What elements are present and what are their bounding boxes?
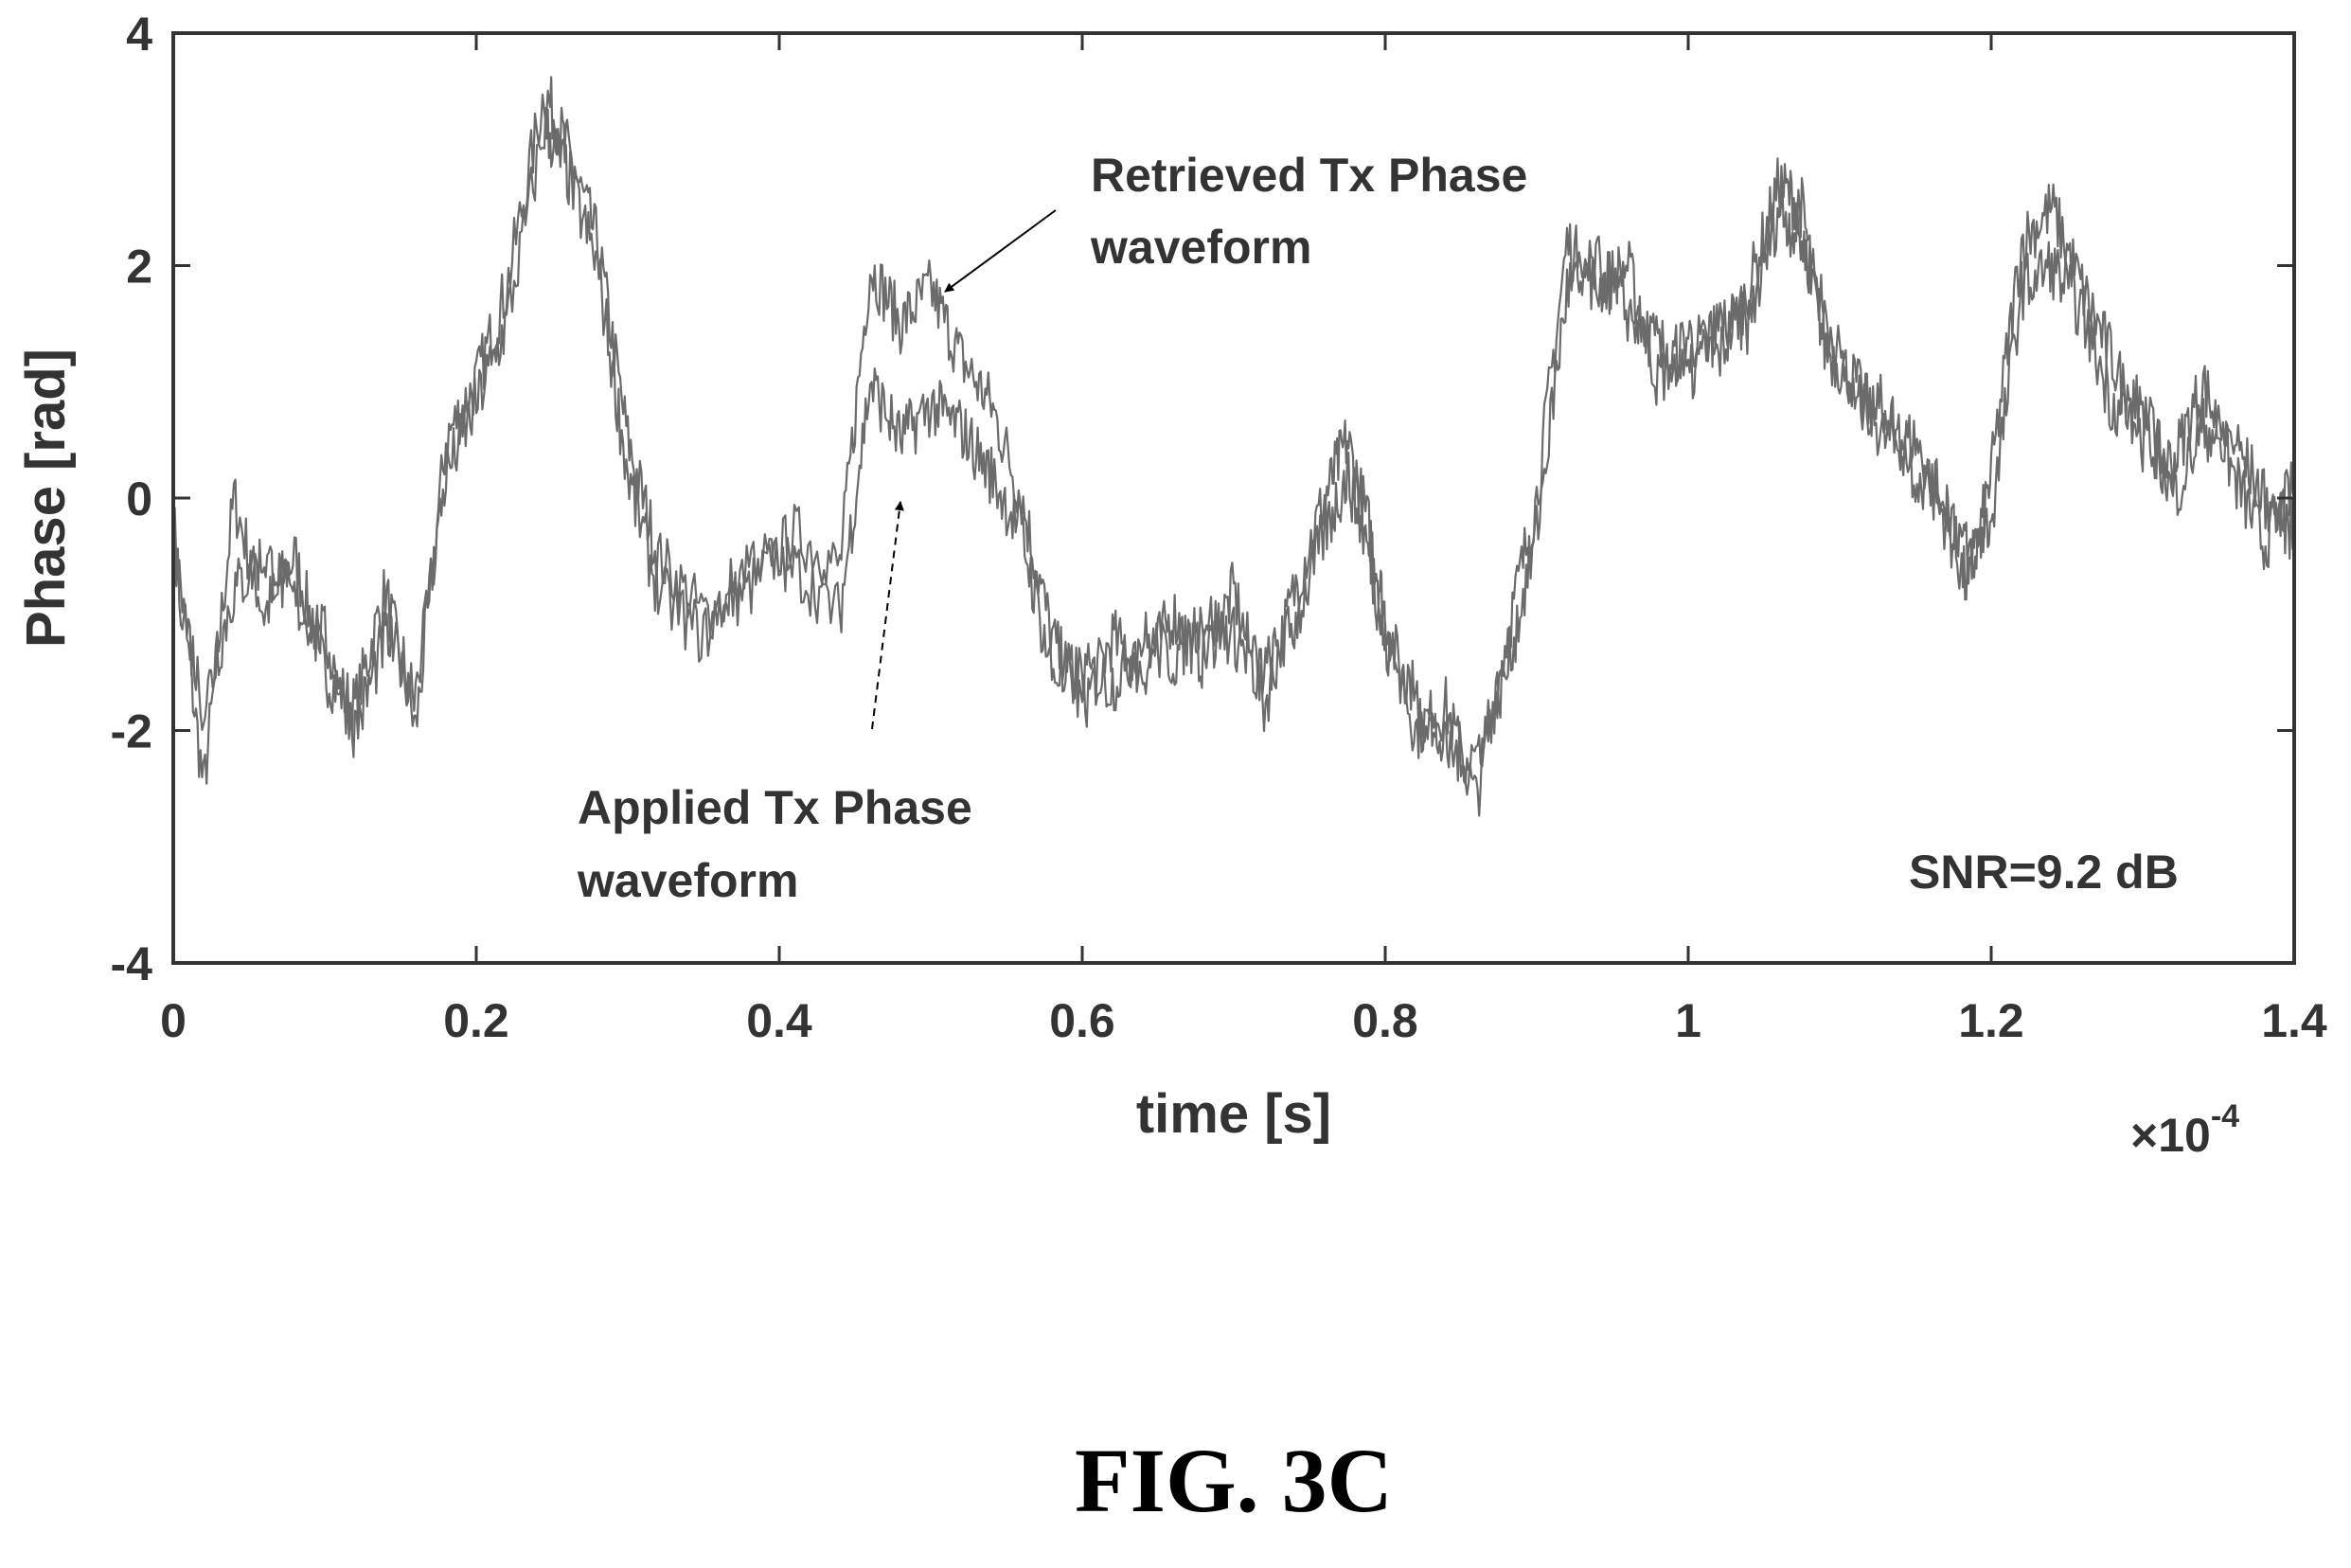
y-tick-label: -2 xyxy=(111,705,152,758)
series-line-1 xyxy=(171,76,2296,817)
x-tick-label: 0 xyxy=(160,994,187,1047)
x-tick-label: 0.6 xyxy=(1049,994,1115,1047)
x-tick-label: 1.2 xyxy=(1958,994,2024,1047)
retrieved-arrow xyxy=(944,209,1057,293)
x-axis-label: time [s] xyxy=(1136,1083,1331,1145)
y-axis-label: Phase [rad] xyxy=(15,348,77,648)
x-axis-ticks: 0 0.2 0.4 0.6 0.8 1 1.2 1.4 xyxy=(160,33,2327,1047)
x-tick-label: 0.8 xyxy=(1352,994,1418,1047)
applied-arrow xyxy=(871,501,904,730)
y-tick-label: 4 xyxy=(126,8,152,61)
series-layer xyxy=(171,76,2296,817)
figure-caption: FIG. 3C xyxy=(1075,1430,1393,1531)
x-tick-label: 1 xyxy=(1675,994,1701,1047)
x-tick-label: 0.2 xyxy=(443,994,509,1047)
x-axis-multiplier: ×10-4 xyxy=(2130,1098,2239,1162)
applied-annotation-line2: waveform xyxy=(577,854,798,907)
x-tick-label: 0.4 xyxy=(746,994,812,1047)
applied-annotation-line1: Applied Tx Phase xyxy=(578,781,972,834)
y-tick-label: -4 xyxy=(111,937,153,990)
x-tick-label: 1.4 xyxy=(2261,994,2327,1047)
y-tick-label: 2 xyxy=(126,241,152,294)
snr-annotation: SNR=9.2 dB xyxy=(1909,846,2179,899)
retrieved-annotation-line2: waveform xyxy=(1090,221,1311,274)
y-axis-ticks: 4 2 0 -2 -4 xyxy=(111,8,2294,990)
retrieved-annotation-line1: Retrieved Tx Phase xyxy=(1091,149,1527,202)
series-line-2 xyxy=(172,107,2296,786)
y-tick-label: 0 xyxy=(126,472,152,526)
